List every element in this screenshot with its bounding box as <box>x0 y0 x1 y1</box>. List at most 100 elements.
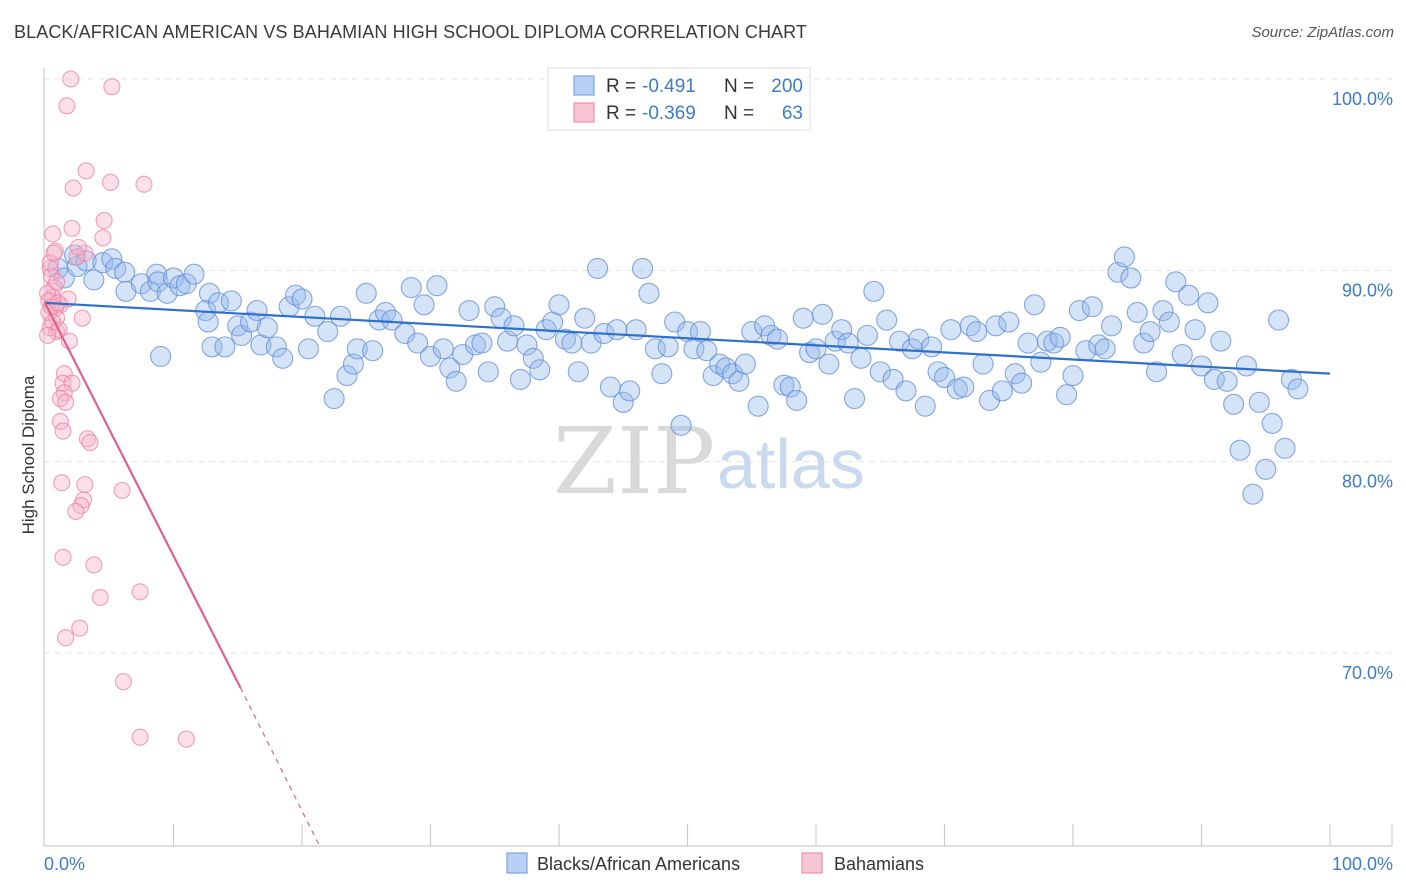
point-blacks-124 <box>856 324 878 346</box>
chart-title: BLACK/AFRICAN AMERICAN VS BAHAMIAN HIGH … <box>14 22 808 42</box>
point-bahamians-22 <box>73 309 91 327</box>
point-blacks-162 <box>1101 315 1123 337</box>
point-blacks-23 <box>197 311 219 333</box>
point-blacks-62 <box>458 299 480 322</box>
point-blacks-118 <box>818 353 840 375</box>
point-blacks-60 <box>445 370 467 392</box>
point-blacks-24 <box>201 336 223 358</box>
point-bahamians-49 <box>131 728 149 746</box>
point-blacks-148 <box>1011 372 1033 394</box>
watermark-atlas: atlas <box>717 425 865 503</box>
point-blacks-42 <box>323 387 345 410</box>
point-blacks-145 <box>991 380 1013 402</box>
point-blacks-9 <box>114 261 136 283</box>
point-bahamians-12 <box>76 244 94 262</box>
point-blacks-78 <box>561 332 583 354</box>
point-blacks-165 <box>1120 267 1142 289</box>
point-blacks-51 <box>381 309 403 331</box>
point-blacks-10 <box>115 280 137 302</box>
point-bahamians-5 <box>64 179 82 197</box>
point-blacks-41 <box>317 321 339 343</box>
y-tick-labels: 100.0% 90.0% 80.0% 70.0% <box>1332 89 1393 683</box>
point-blacks-38 <box>291 288 313 310</box>
point-blacks-126 <box>869 361 891 383</box>
point-blacks-189 <box>1274 437 1296 459</box>
point-blacks-65 <box>477 361 499 383</box>
legend-box: R = -0.491 N = 200 R = -0.369 N = 63 <box>547 67 811 131</box>
watermark-zip: ZIP <box>553 408 715 515</box>
point-blacks-33 <box>256 317 278 339</box>
point-blacks-172 <box>1165 271 1187 293</box>
point-blacks-159 <box>1081 296 1103 318</box>
point-bahamians-4 <box>101 173 120 191</box>
point-blacks-122 <box>843 387 866 410</box>
point-bahamians-42 <box>54 548 72 566</box>
point-blacks-150 <box>1023 294 1045 316</box>
point-blacks-180 <box>1216 370 1238 392</box>
point-blacks-177 <box>1197 292 1219 314</box>
point-blacks-139 <box>953 376 975 398</box>
point-blacks-57 <box>426 275 448 297</box>
point-blacks-82 <box>586 257 609 279</box>
point-blacks-168 <box>1139 321 1161 343</box>
point-bahamians-0 <box>62 70 80 88</box>
point-blacks-153 <box>1043 332 1065 354</box>
source-credit: Source: ZipAtlas.com <box>1251 24 1394 41</box>
point-blacks-151 <box>1030 351 1052 373</box>
point-blacks-110 <box>766 328 789 350</box>
point-blacks-76 <box>548 294 570 316</box>
legend-n-label-2: N = <box>724 103 754 124</box>
x-tick-label-max: 100.0% <box>1332 854 1393 874</box>
point-blacks-130 <box>895 380 917 402</box>
point-blacks-167 <box>1133 332 1155 354</box>
point-bahamians-7 <box>95 212 113 230</box>
point-bahamians-59 <box>45 244 63 262</box>
point-bahamians-38 <box>113 481 131 499</box>
point-blacks-155 <box>1056 384 1078 406</box>
point-blacks-116 <box>805 338 827 360</box>
point-blacks-56 <box>419 345 442 367</box>
point-blacks-39 <box>297 338 319 360</box>
y-tick-label-3: 70.0% <box>1342 663 1393 683</box>
point-blacks-154 <box>1049 326 1071 348</box>
point-blacks-90 <box>638 282 660 304</box>
point-blacks-146 <box>998 311 1020 333</box>
legend-r-value-2: -0.369 <box>642 103 696 124</box>
point-blacks-34 <box>265 336 287 358</box>
point-bahamians-57 <box>39 326 57 344</box>
point-blacks-183 <box>1235 355 1258 377</box>
point-bahamians-46 <box>71 619 89 637</box>
point-blacks-48 <box>362 340 384 362</box>
point-blacks-171 <box>1158 311 1180 333</box>
point-blacks-182 <box>1229 439 1251 461</box>
point-blacks-175 <box>1184 319 1206 341</box>
legend-n-value-1: 200 <box>771 76 803 97</box>
point-blacks-20 <box>183 263 205 285</box>
legend-swatch-blacks <box>573 75 595 96</box>
point-blacks-109 <box>760 324 782 346</box>
point-blacks-31 <box>246 299 268 322</box>
point-blacks-117 <box>811 303 833 325</box>
point-blacks-184 <box>1242 483 1264 505</box>
trendlines <box>44 301 1331 845</box>
point-blacks-123 <box>850 347 872 369</box>
point-bahamians-45 <box>131 583 149 601</box>
point-blacks-191 <box>1287 378 1309 400</box>
point-bahamians-33 <box>54 422 72 440</box>
bottom-legend-label-bahamians: Bahamians <box>834 854 924 874</box>
point-blacks-54 <box>407 332 429 354</box>
point-blacks-187 <box>1261 412 1283 434</box>
point-blacks-46 <box>346 338 368 360</box>
point-blacks-173 <box>1171 343 1193 366</box>
point-blacks-69 <box>503 315 525 337</box>
point-blacks-114 <box>792 307 814 329</box>
point-blacks-99 <box>696 340 718 362</box>
point-blacks-185 <box>1248 391 1270 413</box>
point-bahamians-1 <box>103 78 121 96</box>
point-bahamians-44 <box>91 588 109 607</box>
point-blacks-142 <box>972 353 994 375</box>
point-blacks-95 <box>670 414 692 436</box>
point-blacks-30 <box>240 311 262 333</box>
point-blacks-186 <box>1255 458 1277 480</box>
